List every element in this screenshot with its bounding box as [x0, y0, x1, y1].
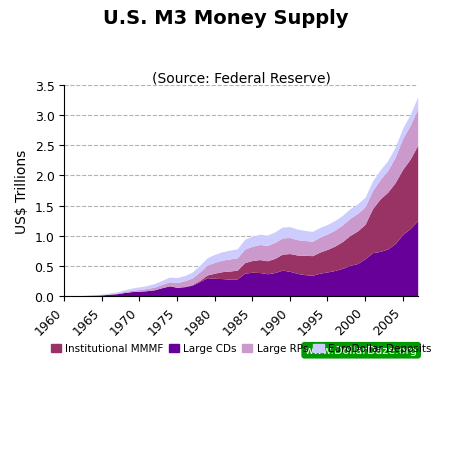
Text: U.S. M3 Money Supply: U.S. M3 Money Supply — [103, 9, 348, 28]
Legend: Institutional MMMF, Large CDs, Large RPs, EuroDollar Deposits: Institutional MMMF, Large CDs, Large RPs… — [46, 339, 434, 358]
Title: (Source: Federal Reserve): (Source: Federal Reserve) — [151, 71, 330, 86]
Y-axis label: US$ Trillions: US$ Trillions — [15, 149, 29, 233]
Text: www.DollarDaze.org: www.DollarDaze.org — [304, 345, 417, 355]
